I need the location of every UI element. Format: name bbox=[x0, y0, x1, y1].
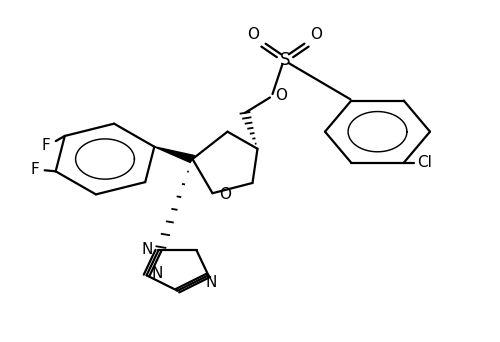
Text: F: F bbox=[42, 138, 50, 153]
Text: O: O bbox=[248, 27, 260, 42]
Text: N: N bbox=[152, 266, 164, 281]
Text: O: O bbox=[275, 88, 287, 103]
Polygon shape bbox=[154, 147, 195, 162]
Text: Cl: Cl bbox=[418, 155, 432, 170]
Text: N: N bbox=[205, 275, 216, 290]
Text: S: S bbox=[280, 51, 290, 69]
Text: F: F bbox=[30, 162, 39, 177]
Text: O: O bbox=[310, 27, 322, 42]
Text: N: N bbox=[142, 241, 153, 256]
Text: O: O bbox=[219, 187, 231, 202]
